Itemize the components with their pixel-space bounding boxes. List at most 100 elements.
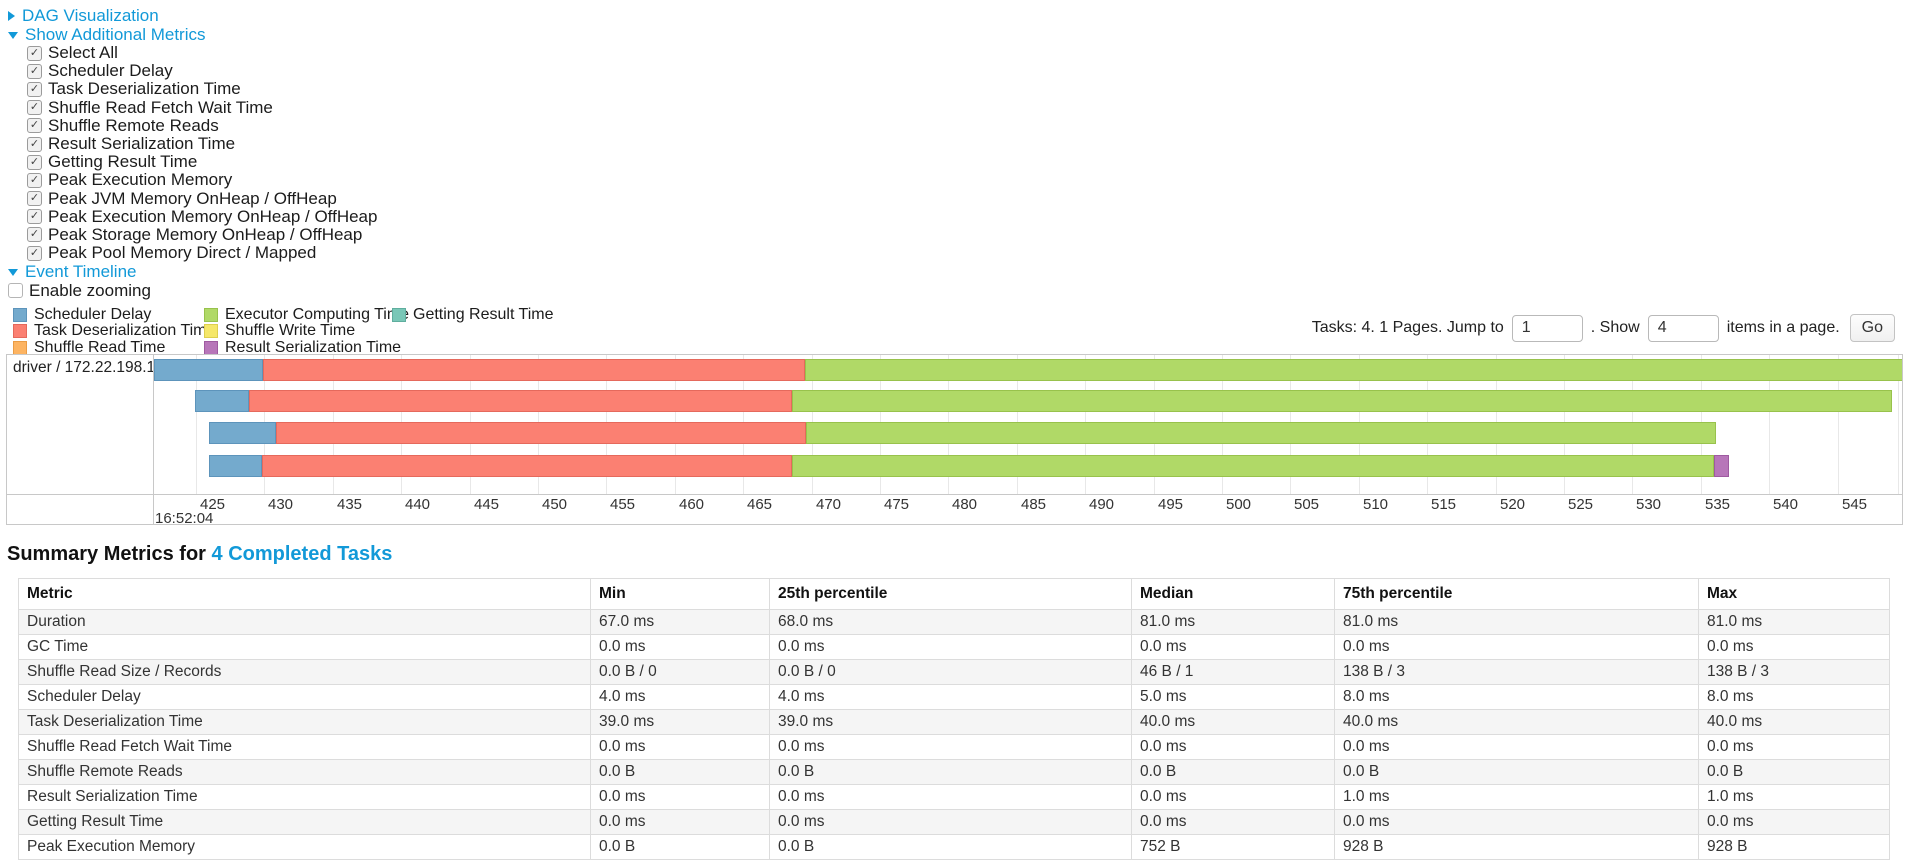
axis-tick-label-475: 475 <box>884 496 910 514</box>
bar-executor-computing[interactable] <box>806 422 1716 445</box>
metric-checkbox-row-result-serialization-time[interactable]: ✓ Result Serialization Time <box>27 134 1907 153</box>
table-row-task-deserialization-time: Task Deserialization Time 39.0 ms 39.0 ms 4… <box>18 709 1890 736</box>
checkbox-scheduler-delay[interactable]: ✓ <box>27 63 42 79</box>
bar-scheduler-delay[interactable] <box>209 455 262 478</box>
column-header-max[interactable]: Max <box>1698 578 1890 611</box>
checkbox-shuffle-read-fetch-wait-time[interactable]: ✓ <box>27 100 42 116</box>
metric-name-cell: Scheduler Delay <box>18 684 591 711</box>
metric-name-cell: Getting Result Time <box>18 809 591 836</box>
metric-value-cell-3: 1.0 ms <box>1334 784 1699 811</box>
column-header-75th-percentile[interactable]: 75th percentile <box>1334 578 1699 611</box>
bar-task-deserialization[interactable] <box>263 359 805 382</box>
bar-task-deserialization[interactable] <box>276 422 806 445</box>
column-header-median[interactable]: Median <box>1131 578 1335 611</box>
metric-name-cell: Shuffle Remote Reads <box>18 759 591 786</box>
column-header-25th-percentile[interactable]: 25th percentile <box>769 578 1132 611</box>
timeline-legend: Scheduler Delay Task Deserialization Time… <box>13 300 578 356</box>
table-row-duration: Duration 67.0 ms 68.0 ms 81.0 ms 81.0 ms 81.0… <box>18 609 1890 636</box>
additional-metrics-checkbox-list: ✓ Select All ✓ Scheduler Delay ✓ Task Deseria… <box>27 43 1907 262</box>
show-additional-metrics-toggle[interactable]: Show Additional Metrics <box>8 25 1907 44</box>
metric-value-cell-4: 0.0 ms <box>1698 634 1890 661</box>
bar-scheduler-delay[interactable] <box>209 422 276 445</box>
bar-result-serialization[interactable] <box>1714 455 1729 478</box>
axis-tick-label-460: 460 <box>679 496 705 514</box>
bar-executor-computing[interactable] <box>805 359 1902 382</box>
result-serialization-time-swatch-icon <box>204 340 218 355</box>
checkbox-shuffle-remote-reads[interactable]: ✓ <box>27 118 42 134</box>
metric-value-cell-1: 4.0 ms <box>769 684 1132 711</box>
bar-task-deserialization[interactable] <box>262 455 792 478</box>
metric-checkbox-row-peak-execution-memory-onheap-offheap[interactable]: ✓ Peak Execution Memory OnHeap / OffHeap <box>27 207 1907 226</box>
axis-tick-label-485: 485 <box>1021 496 1047 514</box>
table-row-getting-result-time: Getting Result Time 0.0 ms 0.0 ms 0.0 ms 0.0… <box>18 809 1890 836</box>
metric-value-cell-2: 5.0 ms <box>1131 684 1335 711</box>
table-row-scheduler-delay: Scheduler Delay 4.0 ms 4.0 ms 5.0 ms 8.0 ms 8… <box>18 684 1890 711</box>
metric-value-cell-4: 0.0 B <box>1698 759 1890 786</box>
checkbox-peak-execution-memory-onheap-offheap[interactable]: ✓ <box>27 209 42 225</box>
items-per-page-input[interactable] <box>1647 314 1719 342</box>
bar-scheduler-delay[interactable] <box>154 359 263 382</box>
axis-tick-label-445: 445 <box>474 496 500 514</box>
completed-tasks-link[interactable]: 4 Completed Tasks <box>211 543 393 566</box>
enable-zooming-checkbox[interactable] <box>8 283 23 299</box>
bar-task-deserialization[interactable] <box>249 390 792 413</box>
metric-value-cell-0: 39.0 ms <box>590 709 770 736</box>
checkbox-peak-storage-memory-onheap-offheap[interactable]: ✓ <box>27 227 42 243</box>
metric-checkbox-row-shuffle-read-fetch-wait-time[interactable]: ✓ Shuffle Read Fetch Wait Time <box>27 98 1907 117</box>
axis-tick-label-525: 525 <box>1568 496 1594 514</box>
go-button[interactable]: Go <box>1849 314 1895 343</box>
bar-executor-computing[interactable] <box>792 455 1714 478</box>
expanded-arrow-icon <box>8 32 18 39</box>
checkbox-peak-pool-memory-direct-mapped[interactable]: ✓ <box>27 245 42 261</box>
checkbox-result-serialization-time[interactable]: ✓ <box>27 136 42 152</box>
bar-executor-computing[interactable] <box>792 390 1892 413</box>
event-timeline-toggle[interactable]: Event Timeline <box>8 262 1907 281</box>
legend-label: Scheduler Delay <box>34 305 152 323</box>
pagination-prefix-text: Tasks: 4. 1 Pages. Jump to <box>1311 319 1504 337</box>
metric-checkbox-row-getting-result-time[interactable]: ✓ Getting Result Time <box>27 152 1907 172</box>
metric-checkbox-row-peak-storage-memory-onheap-offheap[interactable]: ✓ Peak Storage Memory OnHeap / OffHeap <box>27 225 1907 244</box>
metric-value-cell-3: 81.0 ms <box>1334 609 1699 636</box>
checkbox-getting-result-time[interactable]: ✓ <box>27 154 42 170</box>
metric-checkbox-row-scheduler-delay[interactable]: ✓ Scheduler Delay <box>27 61 1907 80</box>
metric-checkbox-row-peak-jvm-memory-onheap-offheap[interactable]: ✓ Peak JVM Memory OnHeap / OffHeap <box>27 189 1907 208</box>
table-row-gc-time: GC Time 0.0 ms 0.0 ms 0.0 ms 0.0 ms 0.0 ms <box>18 634 1890 661</box>
metric-value-cell-1: 0.0 ms <box>769 784 1132 811</box>
metric-checkbox-row-shuffle-remote-reads[interactable]: ✓ Shuffle Remote Reads <box>27 116 1907 135</box>
legend-column-0: Scheduler Delay Task Deserialization Time… <box>13 305 215 356</box>
metric-checkbox-row-task-deserialization-time[interactable]: ✓ Task Deserialization Time <box>27 79 1907 98</box>
axis-tick-label-545: 545 <box>1842 496 1868 514</box>
metric-value-cell-0: 0.0 B / 0 <box>590 659 770 686</box>
metric-checkbox-row-select-all[interactable]: ✓ Select All <box>27 43 1907 63</box>
checkbox-peak-jvm-memory-onheap-offheap[interactable]: ✓ <box>27 191 42 207</box>
axis-tick-label-465: 465 <box>747 496 773 514</box>
checkbox-select-all[interactable]: ✓ <box>27 45 42 61</box>
bar-scheduler-delay[interactable] <box>195 390 249 413</box>
metric-value-cell-3: 40.0 ms <box>1334 709 1699 736</box>
metric-value-cell-1: 39.0 ms <box>769 709 1132 736</box>
dag-visualization-toggle[interactable]: DAG Visualization <box>8 6 1907 25</box>
legend-label: Getting Result Time <box>413 305 554 323</box>
column-header-min[interactable]: Min <box>590 578 770 611</box>
axis-tick-label-425: 425 <box>200 496 226 514</box>
metric-checkbox-row-peak-pool-memory-direct-mapped[interactable]: ✓ Peak Pool Memory Direct / Mapped <box>27 243 1907 262</box>
event-timeline-label: Event Timeline <box>25 261 137 281</box>
metric-value-cell-4: 81.0 ms <box>1698 609 1890 636</box>
metric-checkbox-row-peak-execution-memory[interactable]: ✓ Peak Execution Memory <box>27 170 1907 189</box>
metric-name-cell: Peak Execution Memory <box>18 834 591 861</box>
checkbox-task-deserialization-time[interactable]: ✓ <box>27 81 42 97</box>
metric-value-cell-3: 0.0 ms <box>1334 634 1699 661</box>
metric-checkbox-label: Select All <box>48 43 118 63</box>
metric-checkbox-label: Getting Result Time <box>48 152 198 172</box>
expanded-arrow-icon <box>8 269 18 277</box>
checkbox-peak-execution-memory[interactable]: ✓ <box>27 172 42 188</box>
metric-name-cell: Task Deserialization Time <box>18 709 591 736</box>
metric-value-cell-1: 0.0 ms <box>769 634 1132 661</box>
column-header-metric[interactable]: Metric <box>18 578 591 611</box>
enable-zooming-checkbox-row[interactable]: Enable zooming <box>8 281 1907 300</box>
summary-title-prefix: Summary Metrics for <box>7 543 206 566</box>
metric-value-cell-4: 0.0 ms <box>1698 734 1890 761</box>
table-row-peak-execution-memory: Peak Execution Memory 0.0 B 0.0 B 752 B 928 … <box>18 834 1890 861</box>
jump-to-page-input[interactable] <box>1511 314 1583 342</box>
metric-value-cell-1: 0.0 ms <box>769 809 1132 836</box>
